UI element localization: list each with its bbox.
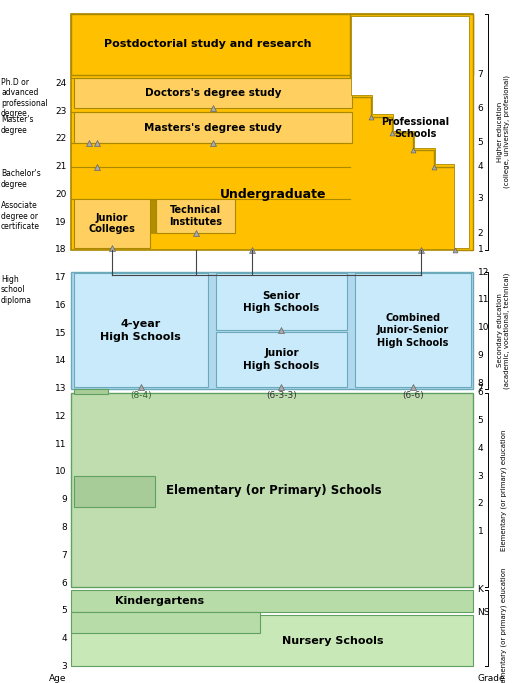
Text: 17: 17 — [55, 273, 67, 282]
Text: Junior
Colleges: Junior Colleges — [88, 212, 135, 234]
Text: Masters's degree study: Masters's degree study — [144, 123, 282, 133]
Text: 12: 12 — [478, 268, 489, 277]
Bar — [71, 272, 473, 389]
Text: (8-4): (8-4) — [130, 391, 151, 400]
Text: NS: NS — [478, 608, 490, 617]
Bar — [71, 14, 473, 75]
Text: 6: 6 — [478, 389, 483, 398]
Text: Age: Age — [49, 674, 67, 683]
Text: 4-year
High Schools: 4-year High Schools — [100, 319, 181, 342]
Bar — [74, 113, 352, 143]
Text: 8: 8 — [61, 523, 67, 532]
Bar — [156, 199, 235, 233]
Text: 2: 2 — [478, 499, 483, 508]
Text: Junior
High Schools: Junior High Schools — [244, 348, 319, 371]
Text: 1: 1 — [478, 527, 483, 536]
Text: Senior
High Schools: Senior High Schools — [244, 291, 319, 313]
Text: 12: 12 — [55, 412, 67, 421]
Text: 11: 11 — [55, 440, 67, 449]
Text: 23: 23 — [55, 107, 67, 115]
Text: 13: 13 — [55, 385, 67, 393]
Text: 18: 18 — [55, 245, 67, 254]
Text: Bachelor's
degree: Bachelor's degree — [1, 169, 41, 189]
Polygon shape — [350, 14, 473, 250]
Text: 5: 5 — [61, 607, 67, 615]
Text: Associate
degree or
certificate: Associate degree or certificate — [1, 201, 40, 231]
Text: 7: 7 — [478, 385, 483, 393]
Bar — [71, 612, 260, 633]
Text: 20: 20 — [55, 190, 67, 199]
Text: 9: 9 — [478, 351, 483, 360]
Text: Ph.D or
advanced
professional
degree: Ph.D or advanced professional degree — [1, 78, 48, 118]
Text: Professional
Schools: Professional Schools — [381, 117, 450, 139]
Text: Doctors's degree study: Doctors's degree study — [145, 88, 281, 98]
Text: K: K — [478, 585, 483, 594]
Text: 7: 7 — [61, 550, 67, 560]
Text: Kindergartens: Kindergartens — [115, 596, 204, 606]
Bar — [74, 273, 208, 387]
Bar — [216, 273, 347, 331]
Text: 4: 4 — [478, 444, 483, 453]
Text: Undergraduate: Undergraduate — [220, 188, 327, 201]
Text: Elementary (or primary) education: Elementary (or primary) education — [500, 430, 507, 550]
Text: 14: 14 — [55, 357, 67, 365]
Bar — [216, 332, 347, 387]
Text: 5: 5 — [478, 416, 483, 425]
Text: 4: 4 — [61, 634, 67, 643]
Text: (6-6): (6-6) — [402, 391, 424, 400]
Bar — [355, 273, 471, 387]
Text: Postdoctorial study and research: Postdoctorial study and research — [104, 40, 311, 49]
Text: 9: 9 — [61, 495, 67, 504]
Text: 1: 1 — [478, 245, 483, 254]
Text: Grade: Grade — [478, 674, 505, 683]
Text: 19: 19 — [55, 218, 67, 227]
Bar — [74, 476, 155, 507]
Bar — [71, 14, 473, 250]
Text: Master's
degree: Master's degree — [1, 115, 34, 135]
Bar — [71, 590, 473, 612]
Text: (6-3-3): (6-3-3) — [266, 391, 297, 400]
Text: 10: 10 — [55, 467, 67, 477]
Text: 6: 6 — [478, 104, 483, 113]
Text: 15: 15 — [55, 329, 67, 337]
Text: 3: 3 — [478, 194, 483, 203]
Text: 16: 16 — [55, 301, 67, 310]
Text: 3: 3 — [478, 472, 483, 481]
Text: Combined
Junior-Senior
High Schools: Combined Junior-Senior High Schools — [377, 313, 449, 348]
Text: 4: 4 — [478, 162, 483, 171]
Text: 11: 11 — [478, 295, 489, 305]
Text: Technical
Institutes: Technical Institutes — [169, 205, 222, 227]
Bar — [74, 78, 352, 109]
Bar — [71, 615, 473, 667]
Text: Nursery Schools: Nursery Schools — [282, 636, 383, 645]
Bar — [74, 199, 150, 249]
Text: 3: 3 — [61, 662, 67, 671]
Text: 24: 24 — [56, 79, 67, 88]
Text: 7: 7 — [478, 70, 483, 79]
Text: 22: 22 — [56, 135, 67, 143]
Bar — [74, 389, 108, 394]
Text: 21: 21 — [55, 162, 67, 171]
Text: Elementary (or primary) education: Elementary (or primary) education — [500, 568, 507, 683]
Text: Higher education
(college, university, profesional): Higher education (college, university, p… — [497, 75, 510, 189]
Polygon shape — [351, 16, 469, 248]
Text: 5: 5 — [478, 139, 483, 148]
Text: High
school
diploma: High school diploma — [1, 275, 32, 305]
Bar — [71, 393, 473, 587]
Text: 2: 2 — [478, 229, 483, 238]
Text: Secondary education
(academic, vocational, technical): Secondary education (academic, vocationa… — [497, 273, 510, 389]
Text: 8: 8 — [478, 378, 483, 388]
Text: Elementary (or Primary) Schools: Elementary (or Primary) Schools — [166, 484, 381, 497]
Text: 6: 6 — [61, 579, 67, 587]
Text: 10: 10 — [478, 323, 489, 332]
